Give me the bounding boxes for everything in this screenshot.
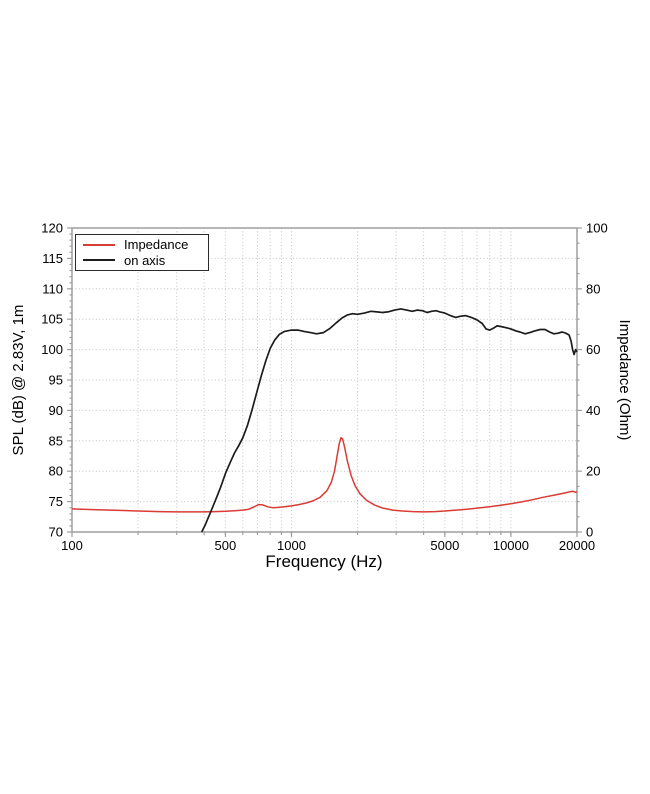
left-tick-label: 100 xyxy=(41,342,63,357)
right-tick-label: 80 xyxy=(586,281,600,296)
tick-labels: 70 75 80 85 90 95 100 105 110 115 120 0 20 40 60 80 100 1… xyxy=(41,221,607,554)
left-tick-label: 85 xyxy=(49,433,63,448)
legend-label-impedance: Impedance xyxy=(124,237,189,253)
x-tick-label: 5000 xyxy=(430,538,459,553)
x-tick-label: 10000 xyxy=(493,538,529,553)
right-tick-label: 40 xyxy=(586,403,600,418)
chart-legend: Impedance on axis xyxy=(75,234,209,271)
x-axis-title: Frequency (Hz) xyxy=(265,552,383,571)
left-tick-label: 120 xyxy=(41,221,63,236)
left-tick-label: 110 xyxy=(42,281,63,296)
left-tick-label: 90 xyxy=(49,403,63,418)
on-axis-line-swatch xyxy=(83,259,115,262)
gridlines xyxy=(72,228,577,532)
legend-item-on-axis: on axis xyxy=(83,253,208,268)
legend-item-impedance: Impedance xyxy=(83,237,208,252)
right-tick-label: 20 xyxy=(586,464,600,479)
series-on_axis xyxy=(200,308,578,533)
x-tick-label: 20000 xyxy=(559,538,595,553)
right-tick-label: 100 xyxy=(586,221,608,236)
left-tick-label: 115 xyxy=(42,251,63,266)
impedance-line-swatch xyxy=(83,243,115,246)
legend-label-on-axis: on axis xyxy=(124,252,166,268)
left-tick-label: 95 xyxy=(49,373,63,388)
right-tick-label: 60 xyxy=(586,342,600,357)
left-axis-title: SPL (dB) @ 2.83V, 1m xyxy=(10,304,27,456)
left-tick-label: 80 xyxy=(49,464,63,479)
x-tick-label: 100 xyxy=(61,538,83,553)
x-tick-label: 500 xyxy=(215,538,237,553)
right-axis-title: Impedance (Ohm) xyxy=(616,319,633,441)
left-tick-label: 75 xyxy=(49,494,63,509)
left-tick-label: 105 xyxy=(41,312,63,327)
series-impedance xyxy=(71,437,578,513)
axis-ticks xyxy=(67,227,582,537)
x-tick-label: 1000 xyxy=(277,538,306,553)
left-tick-label: 70 xyxy=(49,525,63,540)
right-tick-label: 0 xyxy=(586,525,593,540)
